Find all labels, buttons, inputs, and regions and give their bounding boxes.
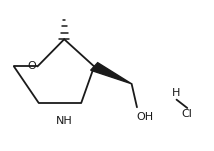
Text: Cl: Cl (182, 109, 193, 119)
Text: H: H (172, 88, 181, 98)
Text: OH: OH (136, 112, 153, 122)
Text: NH: NH (56, 116, 73, 126)
Polygon shape (91, 63, 132, 84)
Text: O: O (28, 61, 36, 71)
